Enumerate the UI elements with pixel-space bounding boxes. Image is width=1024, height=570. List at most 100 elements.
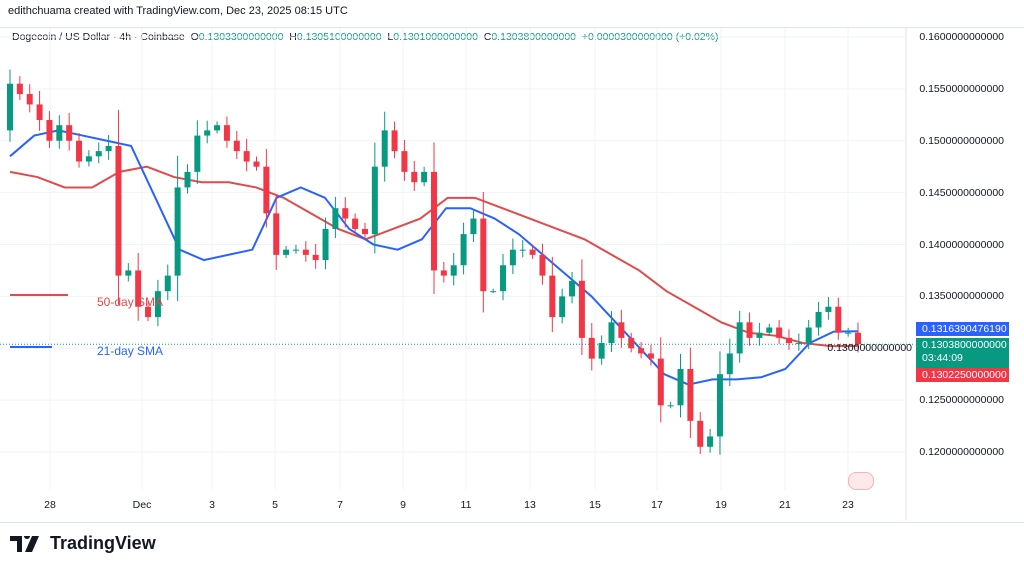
candle-down [549,275,556,318]
candle-down [638,348,645,354]
logo-text: TradingView [50,533,156,553]
candle-down [36,104,43,120]
sma50-label: 50-day SMA [97,295,164,309]
candle-up [805,327,812,344]
price-tick-label: 0.1350000000000 [919,290,1004,303]
tradingview-logo: TradingView [10,533,156,554]
candle-down [746,322,753,338]
time-tick-label: 23 [842,499,854,511]
time-tick-label: 28 [44,499,56,511]
candle-down [302,249,309,255]
candle-down [529,249,536,255]
candle-up [154,291,161,318]
candle-down [26,94,33,105]
chart-frame [0,27,1024,523]
tradingview-logo-icon [10,535,39,552]
candle-up [795,343,802,345]
price-tick-label: 0.1300000000000 [827,342,912,355]
price-tick-label: 0.1200000000000 [919,446,1004,458]
candle-up [470,218,477,235]
candle-up [766,327,773,333]
candle-down [273,213,280,255]
candle-up [460,234,467,266]
time-tick-label: 5 [272,499,278,511]
candle-down [618,322,625,338]
time-tick-label: 19 [715,499,727,511]
candle-up [7,83,13,131]
candle-up [283,249,290,255]
candle-down [835,306,842,333]
candle-down [76,140,83,162]
candle-up [164,275,171,292]
candle-up [756,332,763,338]
candle-down [578,280,585,338]
candle-down [342,208,349,219]
candle-up [509,249,516,266]
candle-up [125,270,132,276]
sma21-label: 21-day SMA [97,344,164,358]
candle-up [105,145,112,152]
candle-up [608,322,615,344]
candle-up [174,187,181,276]
candle-up [194,135,201,172]
candle-down [480,218,487,292]
price-tick-label: 0.1500000000000 [919,134,1004,147]
candle-down [46,120,53,141]
time-tick-label: 17 [651,499,663,511]
candle-up [716,374,723,437]
time-tick-label: 9 [400,499,406,511]
candle-up [371,166,378,235]
candle-up [559,296,566,318]
candle-down [401,151,408,172]
candle-down [628,337,635,349]
candle-down [440,270,447,276]
candle-down [135,270,142,307]
candle-down [361,228,368,235]
candle-up [56,125,63,141]
time-tick-label: 13 [524,499,536,511]
sma21-price-badge: 0.1316390476190 [916,322,1009,336]
candle-up [726,353,733,375]
candle-down [697,420,704,447]
candle-down [16,83,23,95]
price-tick-label: 0.1550000000000 [919,82,1004,95]
author-credit: edithchuama created with TradingView.com… [8,5,348,17]
candle-down [588,337,595,359]
candle-up [598,343,605,359]
candle-down [263,166,270,214]
candle-up [490,291,497,293]
candle-up [421,171,428,183]
price-tick-label: 0.1250000000000 [919,394,1004,407]
candle-down [411,171,418,183]
time-tick-label: 21 [779,499,791,511]
candle-down [539,254,546,276]
economic-events-icon[interactable] [848,472,874,490]
price-tick-label: 0.1400000000000 [919,238,1004,251]
candle-up [381,130,388,167]
candle-up [500,265,507,292]
candle-down [647,353,654,359]
candle-down [431,171,437,271]
candle-down [785,337,792,344]
candle-up [736,322,743,354]
candle-down [233,140,240,152]
candle-up [845,332,852,334]
candle-up [825,306,832,312]
bar-countdown: 03:44:09 [922,352,963,364]
candle-up [450,265,457,276]
candle-up [677,369,684,406]
candle-up [322,228,329,261]
candle-up [95,151,102,157]
candle-down [115,145,122,276]
candle-up [519,249,526,251]
candle-up [815,311,822,328]
candle-down [66,125,73,141]
price-tick-label: 0.1450000000000 [919,186,1004,199]
candle-up [292,249,299,251]
candle-up [214,125,221,131]
sma50-price-badge: 0.1302250000000 [916,368,1009,382]
candle-down [352,218,359,229]
time-tick-label: 7 [337,499,343,511]
candle-down [312,254,319,261]
